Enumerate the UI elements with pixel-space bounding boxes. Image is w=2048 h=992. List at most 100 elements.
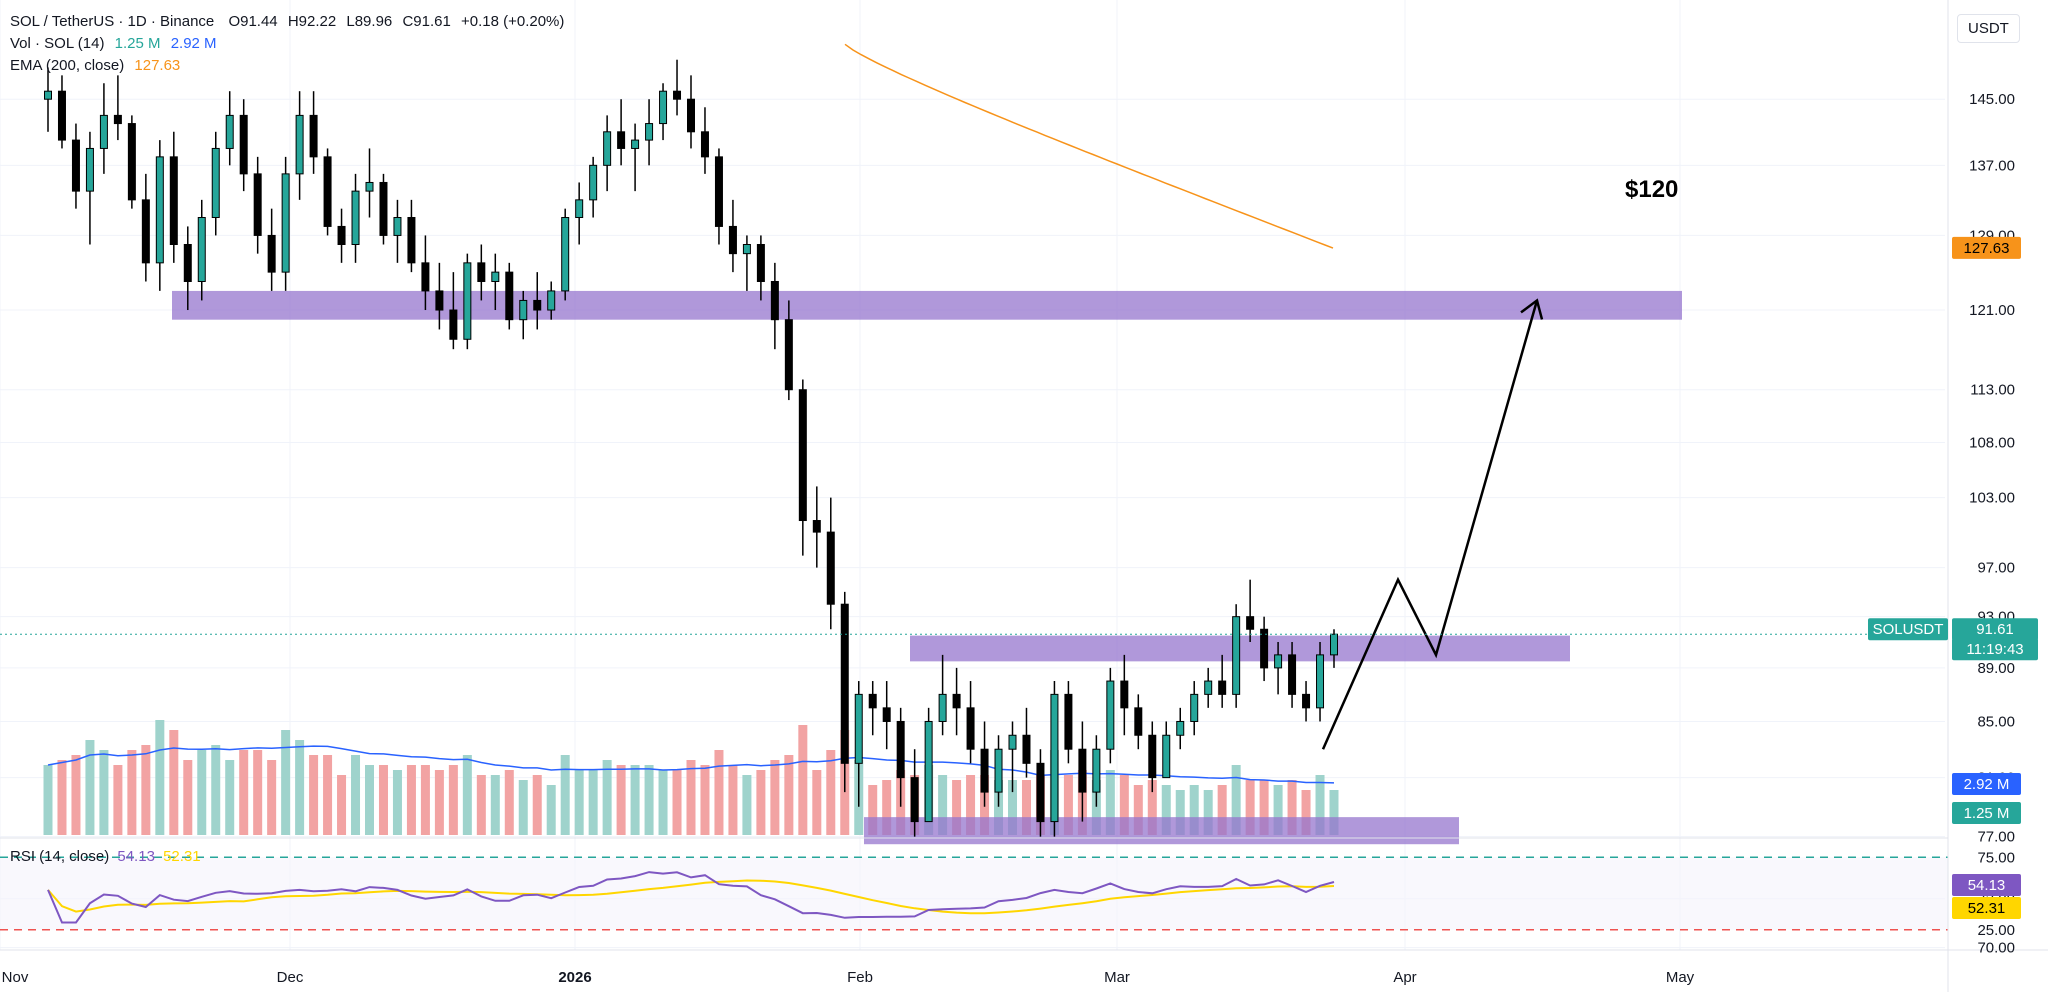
candle-body	[896, 720, 905, 779]
volume-bar	[71, 755, 81, 835]
volume-bar	[1231, 765, 1241, 835]
volume-bar	[826, 750, 836, 835]
currency-button[interactable]: USDT	[1957, 14, 2020, 43]
volume-last-tag-bg	[1952, 802, 2021, 824]
candle-body	[491, 271, 500, 282]
rsi-background	[0, 857, 1948, 930]
volume-bar	[1147, 780, 1157, 835]
price-axis-label: 108.00	[1969, 434, 2015, 451]
candle-body	[966, 707, 975, 750]
candle-body	[617, 131, 626, 149]
symbol-title[interactable]: SOL / TetherUS · 1D · Binance	[10, 13, 215, 30]
candle-body	[141, 199, 150, 264]
volume-bar	[197, 750, 207, 835]
volume-bar	[518, 780, 528, 835]
volume-bar	[1091, 780, 1101, 835]
volume-bar	[714, 750, 724, 835]
candle-body	[1274, 654, 1283, 669]
volume-bar	[602, 760, 612, 835]
volume-bar	[686, 760, 696, 835]
candle-body	[798, 389, 807, 522]
candle-body	[323, 156, 332, 227]
volume-last-tag: 1.25 M	[1964, 805, 2010, 822]
projected-path-drawing[interactable]	[1321, 298, 1544, 750]
volume-bar	[1189, 785, 1199, 835]
candle-body	[155, 156, 164, 264]
candle-body	[1120, 680, 1129, 709]
price-axis-label: 97.00	[1977, 560, 2015, 577]
candle-body	[840, 603, 849, 764]
volume-bar	[574, 770, 584, 835]
symbol-tag-bg	[1868, 618, 1948, 641]
ema-label[interactable]: EMA (200, close)	[10, 57, 125, 74]
candle-body	[267, 234, 276, 273]
rsi-line	[47, 871, 1335, 924]
volume-bar	[882, 780, 892, 835]
candle-body	[44, 90, 52, 100]
volume-bar	[57, 760, 67, 835]
ohlc-change: +0.18 (+0.20%)	[460, 13, 565, 30]
volume-bar	[1301, 790, 1311, 835]
volume-bar	[141, 745, 151, 835]
volume-bar	[127, 750, 137, 835]
rsi-label[interactable]: RSI (14, close)	[10, 848, 110, 865]
candle-body	[1050, 693, 1059, 823]
candle-body	[351, 190, 360, 245]
volume-bar	[560, 755, 570, 835]
price-tags: 127.63 SOLUSDT 91.61 11:19:43 2.92 M 1.25 M 54…	[0, 236, 2038, 919]
ohlc-close: C91.61	[402, 13, 451, 30]
candle-body	[225, 114, 234, 149]
price-axis-label: 85.00	[1977, 713, 2015, 730]
candle-body	[309, 114, 318, 158]
volume-bar	[784, 755, 794, 835]
last-price-tag-bg	[1952, 618, 2038, 641]
candle-body	[169, 156, 178, 245]
candle-body	[547, 290, 556, 311]
volume-bar	[462, 755, 472, 835]
volume-label[interactable]: Vol · SOL (14)	[10, 35, 105, 52]
volume-bar	[588, 770, 598, 835]
candle-body	[728, 225, 737, 255]
candle-body	[295, 114, 304, 175]
candle-body	[994, 748, 1003, 793]
volume-bar	[1315, 775, 1325, 835]
candle-body	[1078, 748, 1087, 793]
price-axis-label: 137.00	[1969, 157, 2015, 174]
price-zone	[172, 290, 1682, 320]
candle-body	[1302, 693, 1311, 709]
candle-body	[1330, 633, 1338, 656]
candle-body	[631, 139, 640, 149]
candle-body	[1064, 693, 1073, 750]
volume-bar	[267, 760, 277, 835]
volume-bar	[337, 775, 347, 835]
volume-value: 1.25 M	[114, 35, 161, 52]
candle-body	[812, 520, 821, 533]
candle-body	[379, 181, 388, 236]
volume-bar	[770, 760, 780, 835]
volume-bar	[295, 740, 305, 835]
volume-bar	[756, 770, 766, 835]
candle-body	[561, 217, 570, 292]
candle-body	[938, 693, 947, 722]
candle-body	[1232, 616, 1241, 695]
volume-bar	[630, 765, 640, 835]
candle-body	[57, 90, 66, 141]
ema-value: 127.63	[134, 57, 181, 74]
price-axis-label: 70.00	[1977, 940, 2015, 957]
candle-body	[435, 290, 444, 311]
ohlc-low: L89.96	[346, 13, 393, 30]
volume-bar	[155, 720, 165, 835]
candle-body	[645, 123, 654, 141]
volume-bar	[532, 775, 542, 835]
volume-bar	[1287, 780, 1297, 835]
candle-body	[882, 707, 891, 722]
rsi-tag-bg	[1952, 874, 2021, 896]
last-price-tag: 91.61	[1976, 621, 2014, 638]
candle-body	[924, 720, 933, 823]
volume-bar	[351, 755, 361, 835]
volume-bar	[85, 740, 95, 835]
candle-body	[980, 748, 989, 793]
candle-body	[449, 309, 458, 340]
volume-bar	[420, 765, 430, 835]
